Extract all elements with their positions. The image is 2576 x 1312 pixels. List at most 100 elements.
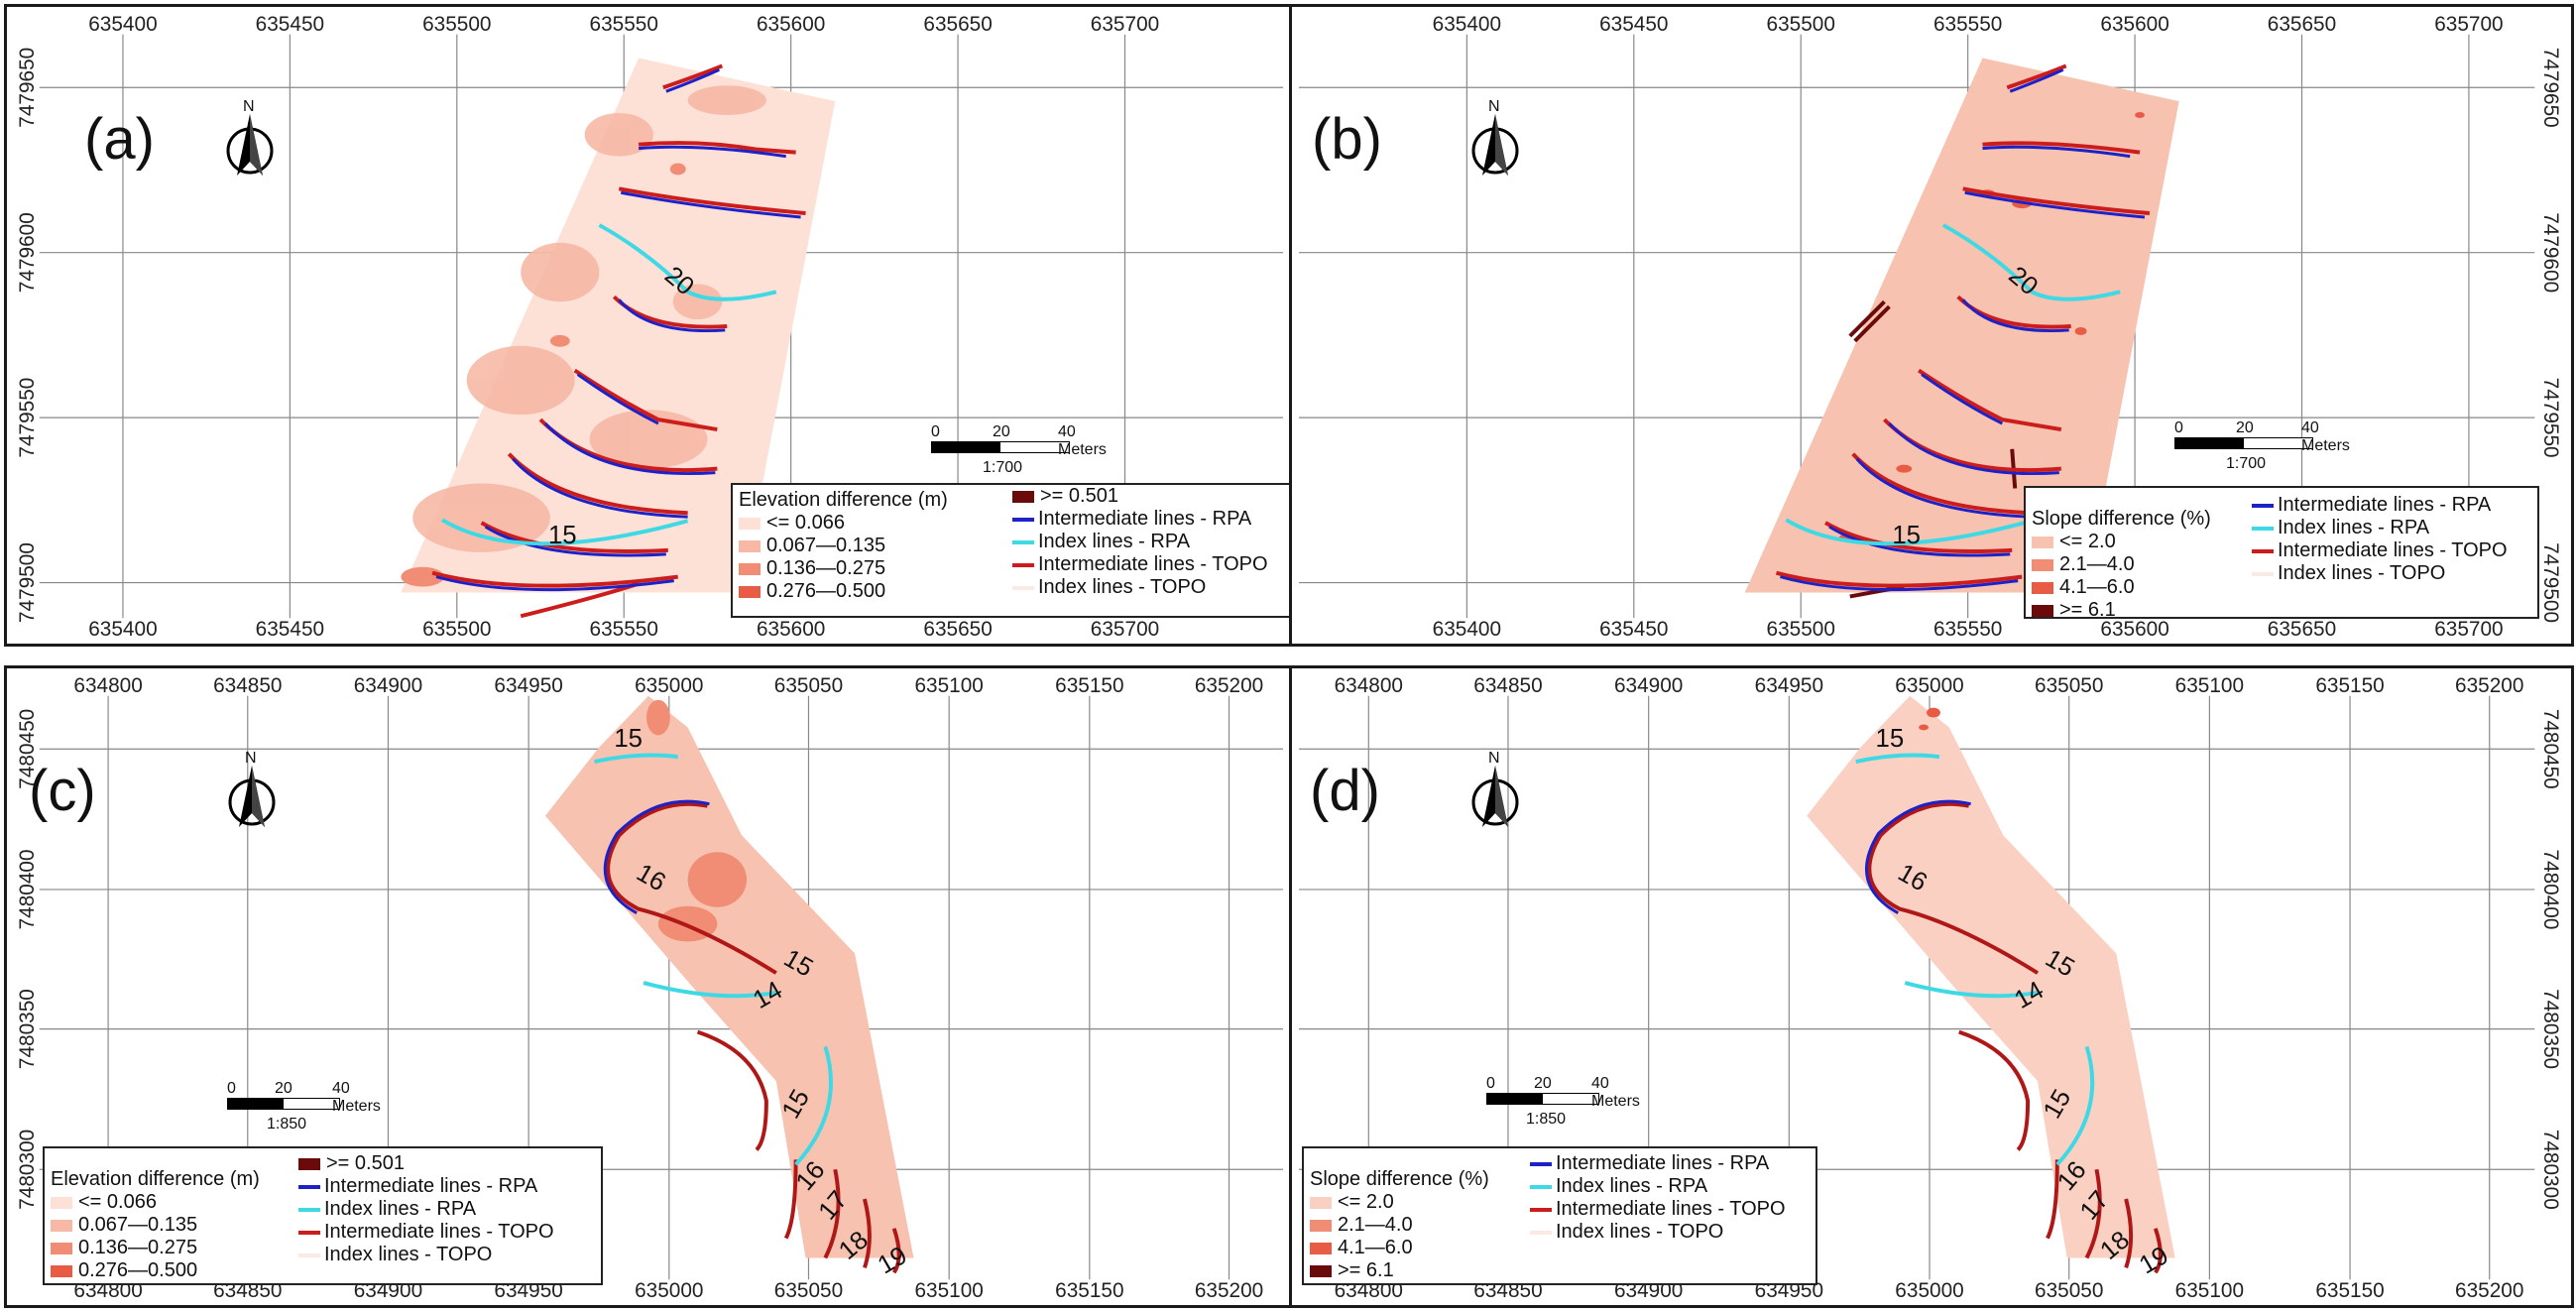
legend-swatch: [1310, 1219, 1332, 1232]
legend-class: >= 6.1: [1338, 1259, 1394, 1281]
x-tick-top: 635100: [2175, 674, 2244, 697]
y-ticks-right: 7479650 7479600 7479550 7479500: [2539, 48, 2562, 623]
x-ticks-bottom: 635400 635450 635500 635550 635600 63565…: [1433, 618, 2504, 641]
x-ticks-top: 635400 635450 635500 635550 635600 63565…: [88, 13, 1159, 36]
x-tick-top: 635400: [88, 13, 157, 36]
x-tick-top: 634950: [1755, 674, 1823, 697]
legend-line: [1530, 1161, 1552, 1166]
legend-class: 0.276—0.500: [78, 1259, 198, 1281]
scale-ratio: 1:850: [267, 1116, 307, 1133]
x-tick-top: 634800: [73, 674, 142, 697]
legend-line-label: Index lines - RPA: [1038, 531, 1191, 552]
legend-line-label: Intermediate lines - TOPO: [324, 1221, 554, 1243]
scale-bar-graphic: [931, 441, 1070, 453]
x-tick-bottom: 635000: [635, 1279, 703, 1302]
legend-line-label: Index lines - RPA: [1556, 1175, 1708, 1197]
x-tick-top: 635550: [1933, 13, 2002, 36]
north-letter: N: [1488, 750, 1500, 767]
legend-line: [298, 1252, 320, 1257]
legend-class: <= 2.0: [2059, 531, 2116, 552]
y-tick: 7479550: [16, 378, 39, 458]
x-tick-top: 635200: [2455, 674, 2523, 697]
scale-tick: 0: [931, 423, 940, 440]
legend-line: [298, 1207, 320, 1212]
map-canvas-b: 635400 635450 635500 635550 635600 63565…: [1298, 13, 2562, 641]
legend-swatch: [2032, 581, 2053, 594]
x-tick-top: 635200: [1195, 674, 1263, 697]
scale-bar-graphic: [1486, 1093, 1599, 1105]
y-tick: 7480450: [2539, 709, 2562, 789]
y-tick: 7480400: [16, 849, 39, 929]
legend-swatch: [51, 1242, 72, 1254]
legend-swatch: [739, 562, 761, 575]
legend-line: [1012, 585, 1034, 590]
panel-label: (a): [84, 107, 155, 172]
legend-line-label: Intermediate lines - RPA: [324, 1175, 538, 1197]
y-ticks-left: 7480450 7480400 7480350 7480300: [16, 709, 39, 1210]
legend-line-label: Index lines - RPA: [2278, 517, 2430, 538]
y-tick: 7479600: [16, 212, 39, 293]
x-tick-bottom: 635400: [88, 618, 157, 641]
legend-class: >= 0.501: [326, 1152, 405, 1174]
legend-line-label: Index lines - TOPO: [1556, 1221, 1724, 1243]
contours-rpa: [1864, 799, 1971, 914]
y-tick: 7480400: [2539, 849, 2562, 929]
legend: Elevation difference (m) <= 0.066 0.067—…: [731, 483, 1290, 618]
x-tick-top: 635700: [2434, 13, 2503, 36]
legend-swatch: [739, 539, 761, 552]
legend-class: 0.067—0.135: [766, 535, 886, 556]
legend: Slope difference (%) <= 2.0 2.1—4.0 4.1—…: [2024, 486, 2539, 621]
legend-line-label: Index lines - TOPO: [1038, 576, 1207, 598]
scale-ratio: 1:700: [983, 459, 1023, 476]
x-tick-bottom: 635100: [2175, 1279, 2244, 1302]
legend-swatch: [2032, 604, 2053, 617]
x-tick-top: 635050: [2035, 674, 2103, 697]
y-tick: 7479550: [2539, 378, 2562, 458]
map-panel-b: 635400 635450 635500 635550 635600 63565…: [1289, 4, 2574, 647]
legend-line: [2252, 571, 2274, 576]
x-tick-top: 635500: [422, 13, 491, 36]
map-panel-d: 634800 634850 634900 634950 635000 63505…: [1289, 665, 2574, 1308]
legend-line-label: Index lines - RPA: [324, 1198, 477, 1220]
legend-line: [298, 1184, 320, 1189]
study-area: [544, 695, 914, 1258]
x-tick-top: 635650: [923, 13, 992, 36]
legend-title: Elevation difference (m): [51, 1168, 260, 1190]
scale-tick: 0: [227, 1080, 236, 1097]
y-tick: 7479600: [2539, 212, 2562, 293]
scale-bar-graphic: [227, 1098, 340, 1110]
legend-line: [2252, 526, 2274, 531]
north-arrow: [1461, 96, 1530, 185]
legend-line: [1530, 1207, 1552, 1212]
x-tick-bottom: 635700: [2434, 618, 2503, 641]
scale-ratio: 1:850: [1526, 1111, 1567, 1128]
scale-tick: 40 Meters: [2301, 419, 2350, 454]
legend-swatch: [298, 1157, 320, 1170]
scale-tick: 0: [2174, 419, 2183, 436]
map-canvas-d: 634800 634850 634900 634950 635000 63505…: [1298, 674, 2562, 1302]
scale-bar: 0 20 40 Meters 1:850: [227, 1080, 381, 1133]
x-tick-bottom: 635100: [914, 1279, 983, 1302]
legend-line-label: Index lines - TOPO: [324, 1244, 493, 1265]
x-tick-bottom: 635600: [757, 618, 825, 641]
y-tick: 7480450: [16, 709, 39, 789]
legend-line-label: Intermediate lines - TOPO: [2278, 539, 2508, 561]
north-arrow-icon: [1471, 766, 1519, 827]
y-ticks-left: 7479650 7479600 7479550 7479500: [16, 48, 39, 623]
x-ticks-top: 634800 634850 634900 634950 635000 63505…: [73, 674, 1263, 697]
legend-swatch: [1310, 1264, 1332, 1277]
x-tick-top: 634850: [1473, 674, 1542, 697]
legend-swatch: [1012, 490, 1034, 503]
legend-class: <= 0.066: [766, 512, 845, 534]
map-panel-c: 634800 634850 634900 634950 635000 63505…: [4, 665, 1293, 1308]
x-tick-bottom: 635500: [1767, 618, 1835, 641]
x-tick-bottom: 635400: [1433, 618, 1501, 641]
legend-swatch: [1310, 1196, 1332, 1209]
contours-index-rpa: [1855, 753, 2095, 1166]
legend-class: 0.067—0.135: [78, 1214, 198, 1236]
x-tick-bottom: 635200: [2455, 1279, 2523, 1302]
x-tick-bottom: 635600: [2100, 618, 2168, 641]
x-tick-bottom: 635150: [2315, 1279, 2384, 1302]
legend-class: 0.276—0.500: [766, 580, 886, 602]
scale-tick: 40 Meters: [1591, 1075, 1640, 1110]
